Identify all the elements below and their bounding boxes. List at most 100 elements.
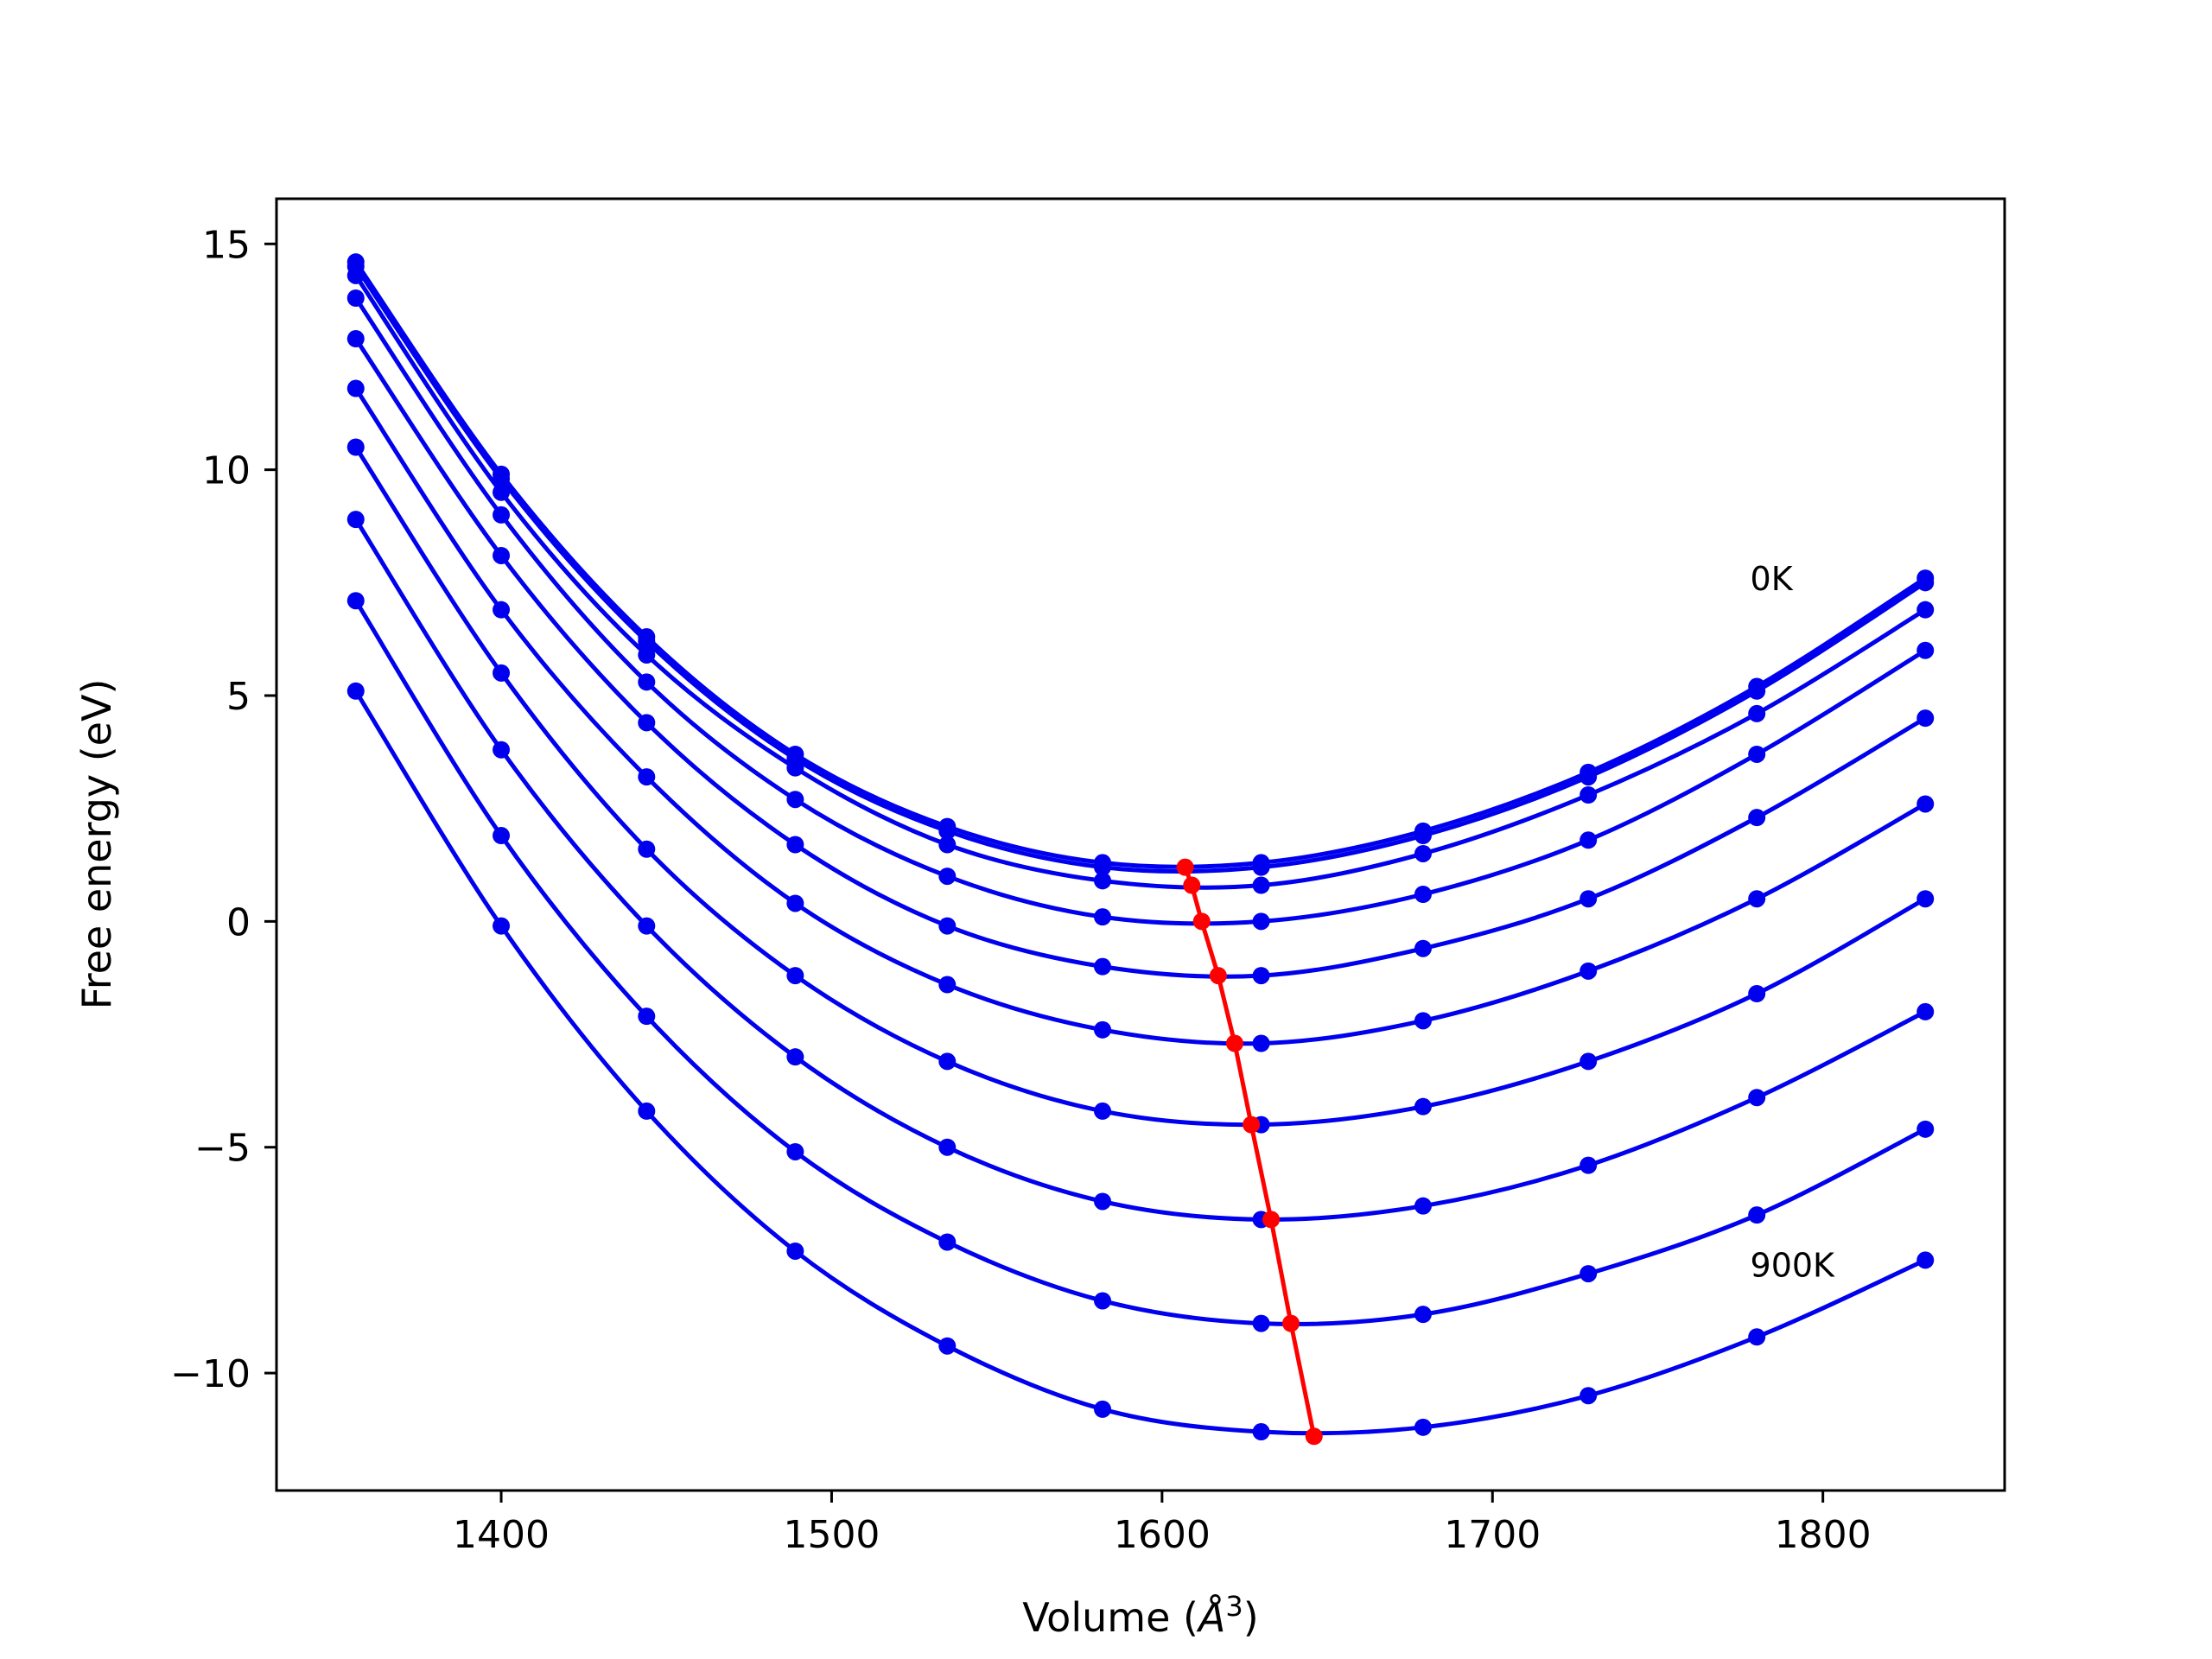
series-1-point-10 — [1916, 574, 1935, 592]
series-9-point-9 — [1748, 1328, 1766, 1346]
series-8-point-2 — [638, 1007, 656, 1026]
series-6-point-7 — [1414, 1097, 1432, 1116]
series-8-line — [353, 599, 1927, 1326]
series-2-point-4 — [938, 836, 957, 854]
y-tick-label-0: −10 — [170, 1352, 251, 1396]
series-4-line — [353, 337, 1927, 979]
series-8-point-7 — [1414, 1306, 1432, 1324]
series-6-point-0 — [346, 438, 365, 456]
series-3-point-5 — [1094, 908, 1112, 926]
y-tick-label-1: −5 — [194, 1127, 251, 1171]
series-9-point-2 — [638, 1102, 656, 1120]
series-1-line — [353, 264, 1927, 874]
series-2-point-2 — [638, 645, 656, 664]
series-8 — [346, 592, 1935, 1332]
series-2 — [346, 266, 1935, 894]
series-4-point-1 — [493, 546, 511, 564]
series-5-point-9 — [1748, 890, 1766, 908]
y-tick-label-3: 5 — [226, 675, 251, 719]
series-6-point-1 — [493, 664, 511, 682]
series-9-line — [353, 690, 1927, 1436]
series-9-point-7 — [1414, 1418, 1432, 1436]
minimum-point-4 — [1225, 1034, 1243, 1052]
series-7-line — [353, 518, 1927, 1222]
series-9 — [346, 682, 1935, 1441]
series-2-point-6 — [1252, 876, 1270, 894]
series-7-point-7 — [1414, 1197, 1432, 1215]
series-1-point-5 — [1094, 858, 1112, 876]
series-6 — [346, 438, 1935, 1134]
series-1-point-6 — [1252, 858, 1270, 876]
minimum-point-2 — [1192, 912, 1211, 931]
series-9-point-3 — [786, 1242, 804, 1260]
series-9-point-6 — [1252, 1423, 1270, 1441]
minimum-point-8 — [1305, 1427, 1323, 1446]
series-4-point-7 — [1414, 939, 1432, 957]
series-8-point-3 — [786, 1142, 804, 1160]
series-8-point-8 — [1580, 1265, 1598, 1283]
x-tick-label-2: 1600 — [1114, 1513, 1211, 1557]
series-6-point-9 — [1748, 985, 1766, 1002]
series-1-point-8 — [1580, 768, 1598, 786]
series-8-point-1 — [493, 827, 511, 845]
series-7-point-5 — [1094, 1192, 1112, 1211]
series-4-point-3 — [786, 836, 804, 854]
series-9-point-4 — [938, 1337, 957, 1355]
series-2-line — [353, 274, 1927, 890]
annotation-900k: 900K — [1751, 1247, 1836, 1285]
series-3-point-2 — [638, 673, 656, 691]
y-tick-label-5: 15 — [202, 223, 251, 267]
series-5 — [346, 379, 1935, 1052]
series-5-point-2 — [638, 768, 656, 786]
series-4-point-4 — [938, 917, 957, 935]
series-5-point-7 — [1414, 1012, 1432, 1030]
series-2-point-9 — [1748, 704, 1766, 722]
series-4 — [346, 330, 1935, 985]
series-3-point-7 — [1414, 886, 1432, 903]
series-3-point-3 — [786, 791, 804, 809]
series-8-point-5 — [1094, 1292, 1112, 1310]
series-2-point-0 — [346, 266, 365, 284]
series-2-point-5 — [1094, 872, 1112, 890]
plot-frame — [275, 197, 2006, 1492]
minimum-line — [1183, 866, 1317, 1437]
series-5-point-6 — [1252, 1034, 1270, 1052]
series-7-point-2 — [638, 917, 656, 935]
y-tick-label-4: 10 — [202, 449, 251, 493]
series-5-point-1 — [493, 601, 511, 619]
series-5-point-10 — [1916, 795, 1935, 813]
series-6-point-4 — [938, 1052, 957, 1071]
series-3-point-6 — [1252, 912, 1270, 931]
minimum-point-7 — [1281, 1314, 1300, 1332]
x-tick-label-4: 1800 — [1775, 1513, 1872, 1557]
series-4-point-8 — [1580, 890, 1598, 908]
series-7-point-3 — [786, 1048, 804, 1066]
annotation-0k: 0K — [1751, 560, 1794, 598]
series-8-point-10 — [1916, 1120, 1935, 1138]
x-tick-label-3: 1700 — [1444, 1513, 1541, 1557]
minimum-point-0 — [1176, 858, 1194, 876]
series-5-point-3 — [786, 894, 804, 912]
series-4-point-9 — [1748, 809, 1766, 827]
x-axis-label: Volume (Å3) — [1022, 1590, 1258, 1641]
series-4-point-5 — [1094, 957, 1112, 976]
series-1-point-9 — [1748, 682, 1766, 700]
series-8-point-0 — [346, 592, 365, 610]
series-3-point-4 — [938, 868, 957, 886]
series-5-point-5 — [1094, 1020, 1112, 1039]
series-2-point-1 — [493, 483, 511, 501]
series-4-point-2 — [638, 714, 656, 732]
series-2-point-3 — [786, 759, 804, 777]
x-axis-ticks: 1400 1500 1600 1700 1800 — [453, 1491, 1872, 1557]
series-5-line — [353, 387, 1927, 1046]
series-3-point-9 — [1748, 745, 1766, 763]
series-7-point-9 — [1748, 1089, 1766, 1107]
y-axis-ticks: −10 −5 0 5 10 15 — [170, 223, 276, 1396]
series-4-point-6 — [1252, 967, 1270, 985]
series-3-point-10 — [1916, 641, 1935, 659]
series-8-point-9 — [1748, 1206, 1766, 1224]
series-3-point-8 — [1580, 831, 1598, 849]
series-7-point-8 — [1580, 1156, 1598, 1174]
series-layer — [346, 253, 1935, 1441]
